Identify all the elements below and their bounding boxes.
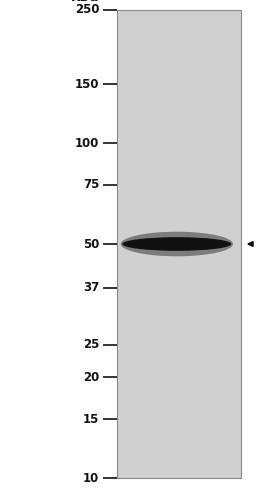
Text: 50: 50 [83,238,99,250]
Text: 150: 150 [75,78,99,91]
Text: 75: 75 [83,179,99,191]
Text: 15: 15 [83,413,99,426]
Text: 37: 37 [83,281,99,294]
Text: 250: 250 [75,3,99,16]
Text: 100: 100 [75,137,99,150]
Ellipse shape [121,232,233,256]
Text: 10: 10 [83,472,99,485]
Text: 25: 25 [83,338,99,351]
Ellipse shape [122,237,231,251]
Bar [117,10,241,478]
Text: 20: 20 [83,371,99,384]
Text: KDa: KDa [71,0,99,4]
